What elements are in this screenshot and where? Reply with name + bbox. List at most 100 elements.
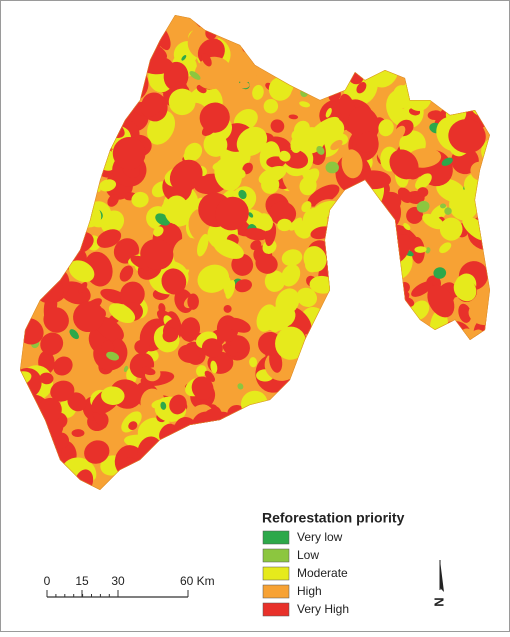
- land-patch: [181, 55, 187, 61]
- land-patch: [215, 196, 249, 231]
- land-patch: [238, 189, 247, 200]
- arrow-head: [440, 560, 444, 592]
- land-patch: [389, 149, 419, 180]
- land-patch: [194, 56, 232, 90]
- land-patch: [43, 307, 69, 333]
- land-patch: [403, 223, 411, 231]
- land-patch: [427, 110, 443, 120]
- land-patch: [134, 339, 150, 354]
- land-patch: [78, 282, 88, 294]
- land-patch: [439, 203, 447, 209]
- land-patch: [213, 238, 244, 259]
- land-patch: [288, 114, 299, 120]
- legend-label: Low: [297, 548, 319, 562]
- legend: Very low Low Moderate High Very High: [262, 530, 349, 617]
- legend-label: High: [297, 584, 322, 598]
- land-patch: [411, 281, 433, 297]
- land-patch: [252, 84, 264, 100]
- land-patch: [356, 131, 378, 153]
- land-patch: [296, 287, 318, 307]
- land-patch: [264, 270, 286, 292]
- region-outline: [20, 15, 490, 490]
- land-patch: [140, 238, 174, 270]
- land-patch: [341, 149, 363, 179]
- land-patch: [191, 376, 214, 400]
- land-patch: [415, 173, 432, 190]
- land-patch: [53, 356, 73, 376]
- land-patch: [237, 383, 244, 390]
- land-patch: [189, 71, 201, 80]
- land-patch: [168, 88, 196, 116]
- land-patch: [123, 365, 129, 373]
- land-patch: [230, 55, 259, 83]
- land-patch: [108, 303, 136, 324]
- land-patch: [301, 201, 312, 213]
- land-patch: [255, 253, 278, 274]
- land-patch: [444, 207, 452, 215]
- land-patch: [199, 102, 230, 133]
- land-patch: [201, 53, 212, 67]
- land-patch: [316, 145, 325, 155]
- land-patch: [225, 317, 251, 333]
- land-patch: [250, 240, 262, 251]
- land-patch: [169, 159, 203, 192]
- land-patch: [235, 279, 252, 293]
- land-patch: [162, 327, 179, 343]
- land-patch: [449, 189, 479, 221]
- land-patch: [164, 195, 189, 225]
- land-patch: [330, 139, 343, 151]
- land-patch: [393, 125, 406, 141]
- land-patch: [281, 249, 303, 267]
- land-patch: [458, 303, 472, 323]
- land-patch: [204, 370, 216, 382]
- land-patch: [71, 429, 85, 438]
- land-patch: [277, 218, 292, 232]
- land-patch: [160, 401, 167, 410]
- land-patch: [128, 421, 138, 430]
- north-label: N: [431, 597, 446, 606]
- land-patch: [275, 288, 300, 315]
- land-patch: [248, 212, 254, 218]
- land-patch: [187, 293, 199, 310]
- land-patch: [169, 394, 187, 415]
- land-patch: [427, 284, 455, 318]
- land-patch: [416, 200, 430, 213]
- land-patch: [269, 201, 297, 226]
- scale-bar: 0 15 30 60 Km: [44, 574, 215, 598]
- land-patch: [68, 260, 95, 283]
- land-patch: [112, 338, 123, 349]
- land-patch: [140, 94, 163, 117]
- legend-label: Very High: [297, 602, 349, 616]
- land-patch: [236, 126, 268, 156]
- scale-label: 15: [75, 574, 89, 588]
- land-patch: [178, 344, 201, 363]
- land-patch: [299, 176, 317, 196]
- land-patch: [179, 328, 194, 342]
- legend-label: Moderate: [297, 566, 348, 580]
- land-patch: [425, 247, 431, 254]
- land-patch: [307, 184, 340, 207]
- legend-swatch: [262, 548, 290, 563]
- land-patch: [222, 343, 238, 357]
- land-patch: [197, 264, 230, 293]
- legend-label: Very low: [297, 530, 343, 544]
- land-patch: [161, 268, 187, 295]
- land-patch: [439, 217, 463, 241]
- land-patch: [120, 281, 145, 308]
- land-patch: [106, 351, 120, 361]
- land-patch: [172, 237, 205, 270]
- land-patch: [119, 265, 134, 282]
- land-patch: [360, 165, 371, 173]
- legend-swatch: [262, 602, 290, 617]
- land-patch: [203, 132, 228, 157]
- land-patch: [249, 357, 258, 368]
- land-patch: [257, 213, 273, 231]
- land-patch: [299, 101, 311, 108]
- land-patch: [39, 372, 54, 385]
- land-patch: [197, 233, 209, 257]
- land-patch: [422, 213, 445, 230]
- land-patch: [397, 187, 413, 204]
- legend-swatch: [262, 530, 290, 545]
- land-patch: [223, 275, 232, 296]
